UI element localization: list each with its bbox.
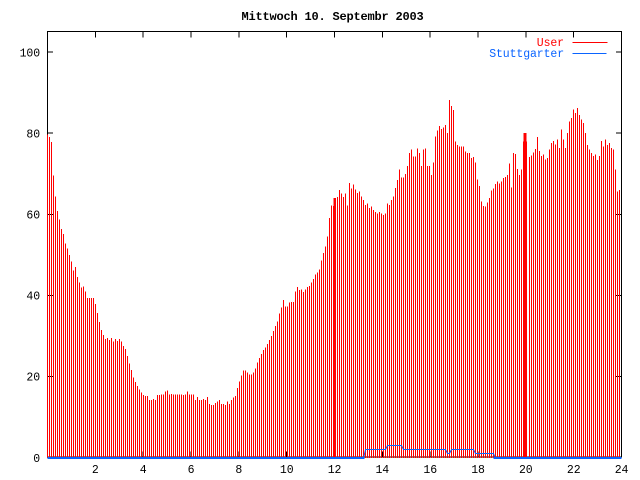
- svg-text:14: 14: [375, 464, 389, 477]
- svg-text:Mittwoch 10. Septembr 2003: Mittwoch 10. Septembr 2003: [241, 10, 423, 24]
- svg-text:40: 40: [26, 291, 40, 304]
- svg-text:10: 10: [280, 464, 294, 477]
- svg-text:User: User: [537, 37, 564, 50]
- svg-text:12: 12: [328, 464, 342, 477]
- svg-text:16: 16: [423, 464, 437, 477]
- svg-text:24: 24: [615, 464, 629, 477]
- svg-text:60: 60: [26, 210, 40, 223]
- svg-text:20: 20: [519, 464, 533, 477]
- svg-text:6: 6: [188, 464, 195, 477]
- svg-text:22: 22: [567, 464, 581, 477]
- svg-text:0: 0: [33, 453, 40, 466]
- svg-text:80: 80: [26, 128, 40, 141]
- svg-text:18: 18: [471, 464, 485, 477]
- svg-text:100: 100: [20, 47, 41, 60]
- svg-text:20: 20: [26, 372, 40, 385]
- svg-text:4: 4: [140, 464, 147, 477]
- svg-text:Stuttgarter: Stuttgarter: [489, 48, 564, 61]
- svg-text:2: 2: [92, 464, 99, 477]
- svg-text:8: 8: [235, 464, 242, 477]
